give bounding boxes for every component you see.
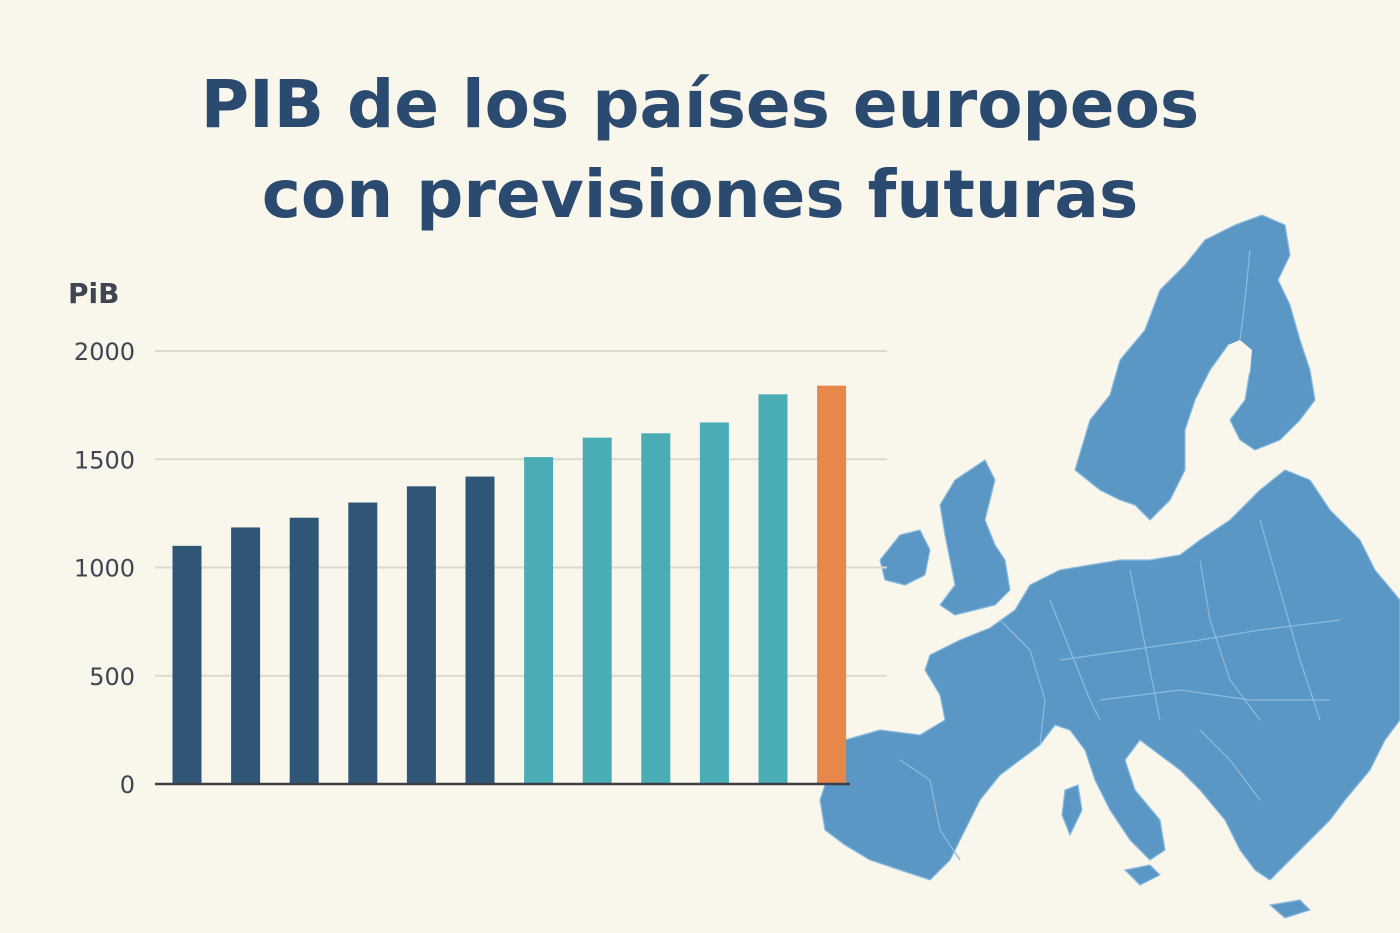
chart-bars bbox=[172, 385, 847, 784]
bar bbox=[231, 527, 261, 784]
y-tick-label: 500 bbox=[89, 663, 135, 691]
title-line-2: con previsiones futuras bbox=[261, 156, 1139, 233]
y-tick-label: 2000 bbox=[74, 338, 135, 366]
title-line-1: PIB de los países europeos bbox=[200, 66, 1200, 143]
chart-title: PIB de los países europeos con prevision… bbox=[0, 60, 1400, 240]
y-tick-label: 1500 bbox=[74, 446, 135, 474]
bar bbox=[348, 502, 378, 784]
bar bbox=[172, 545, 202, 784]
europe-map-icon bbox=[819, 214, 1400, 919]
bar bbox=[406, 486, 436, 784]
bar bbox=[641, 433, 671, 784]
bar bbox=[758, 394, 788, 784]
bar bbox=[817, 385, 847, 784]
chart-y-ticks: 0 500 1000 1500 2000 bbox=[74, 338, 135, 799]
bar bbox=[582, 437, 612, 784]
y-tick-label: 0 bbox=[120, 771, 135, 799]
bar bbox=[289, 517, 319, 784]
bar bbox=[699, 422, 729, 784]
y-tick-label: 1000 bbox=[74, 555, 135, 583]
bar bbox=[465, 476, 495, 784]
bar bbox=[524, 457, 554, 784]
y-axis-label: PiB bbox=[68, 277, 119, 310]
